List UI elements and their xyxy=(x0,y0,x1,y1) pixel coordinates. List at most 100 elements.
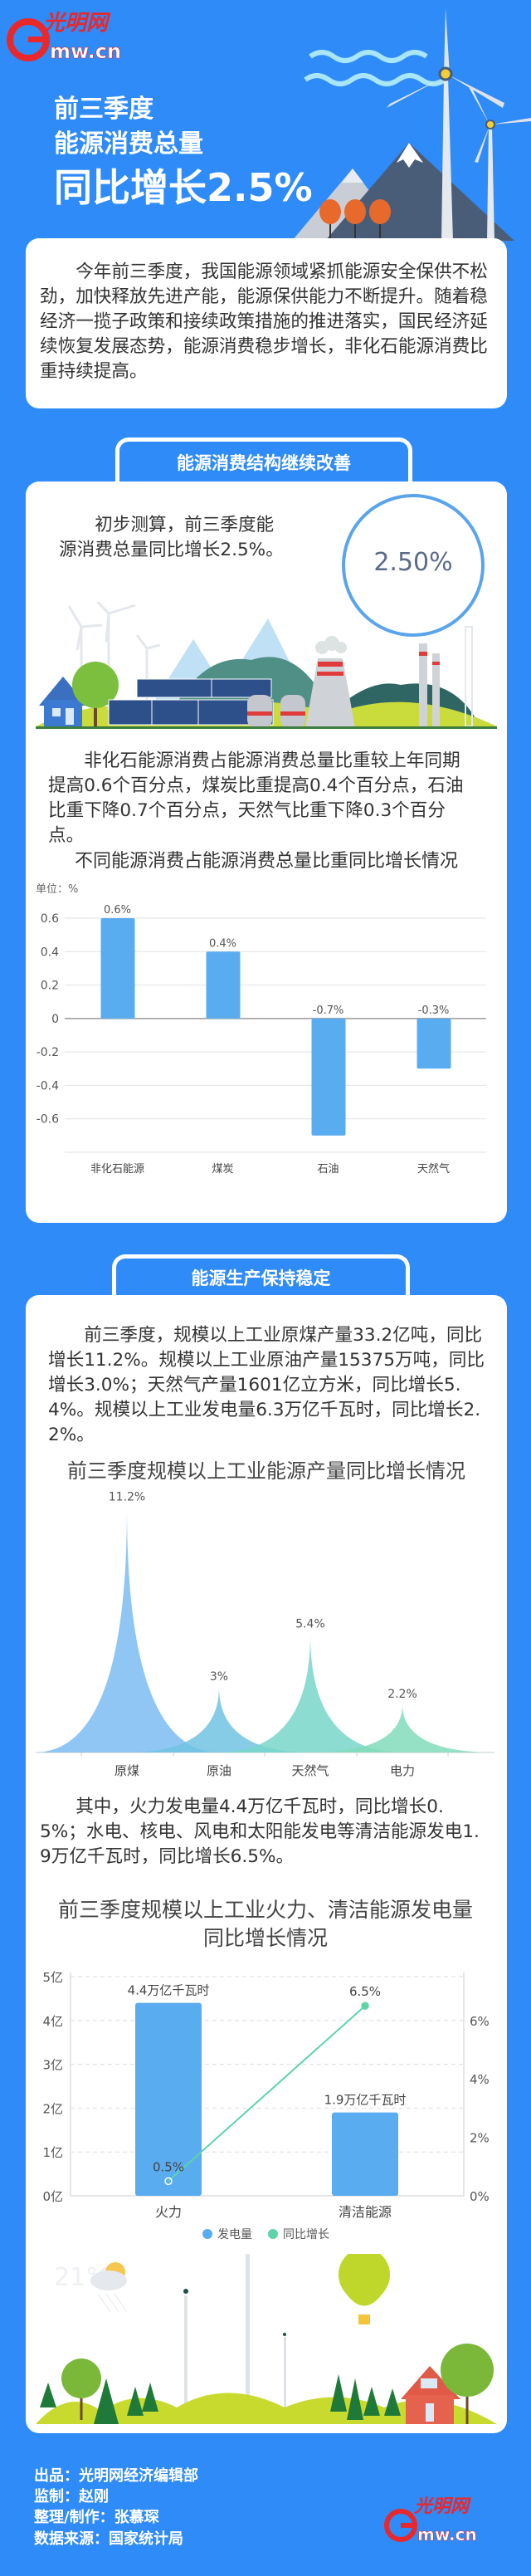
solar-panel-icon xyxy=(108,678,274,726)
x-category-label: 火力 xyxy=(155,2204,182,2220)
credit-editor: 整理/制作：张慕琛 xyxy=(34,2509,159,2526)
x-category-label: 原煤 xyxy=(114,1763,139,1778)
y-left-tick-label: 1亿 xyxy=(42,2145,63,2160)
intro-paragraph: 今年前三季度，我国能源领域紧抓能源安全保供不松劲，加快释放先进产能，能源保供能力… xyxy=(40,262,488,382)
legend-bar-swatch xyxy=(202,2229,212,2239)
bar-石油 xyxy=(311,1018,346,1136)
credit-data-source: 数据来源：国家统计局 xyxy=(34,2530,183,2548)
balloon-icon xyxy=(339,2254,390,2324)
peak-电力 xyxy=(309,1703,495,1752)
x-category-label: 非化石能源 xyxy=(90,1163,144,1176)
chart1-title: 不同能源消费占能源消费总量比重同比增长情况 xyxy=(74,851,458,872)
logo-text: 光明网 xyxy=(42,11,111,36)
house-icon xyxy=(401,2366,460,2424)
tree-icon xyxy=(319,199,391,241)
bar-data-label: 4.4万亿千瓦时 xyxy=(128,1983,210,1998)
cooling-tower-icon xyxy=(305,636,355,728)
chart2-peak-chart: 11.2% 原煤 3% 原油 5.4% 天然气 2.2% 电力 xyxy=(34,1490,495,1778)
chart2-title: 前三季度规模以上工业能源产量同比增长情况 xyxy=(67,1459,465,1483)
tree-icon xyxy=(72,662,119,728)
y-tick-label: 0.6 xyxy=(41,912,59,926)
bar-煤炭 xyxy=(206,951,241,1019)
gmw-logo-icon: 光明网 mw.cn xyxy=(384,2496,477,2544)
energy-landscape-illustration xyxy=(36,602,497,729)
credit-producer: 出品：光明网经济编辑部 xyxy=(34,2467,198,2485)
y-left-tick-label: 2亿 xyxy=(42,2101,63,2116)
x-category-label: 电力 xyxy=(390,1763,415,1778)
bar-火力 xyxy=(135,2002,202,2196)
data-label: -0.3% xyxy=(418,1004,450,1017)
section-tab-production: 能源生产保持稳定 xyxy=(112,1254,410,1298)
y-tick-label: -0.4 xyxy=(37,1079,59,1092)
y-left-tick-label: 5亿 xyxy=(42,1970,63,1985)
production-paragraph: 前三季度，规模以上工业原煤产量33.2亿吨，同比增长11.2%。规模以上工业原油… xyxy=(48,1325,485,1445)
tree-icon xyxy=(40,2374,401,2424)
legend-line-label: 同比增长 xyxy=(283,2228,329,2241)
y-left-tick-label: 3亿 xyxy=(42,2058,63,2073)
intro-card xyxy=(26,238,507,408)
x-category-label: 石油 xyxy=(317,1163,339,1176)
data-label: 3% xyxy=(210,1670,228,1684)
tree-icon xyxy=(441,2344,494,2424)
house-icon xyxy=(39,677,87,728)
highlight-circle xyxy=(342,494,485,637)
title-line-2: 能源消费总量 xyxy=(54,130,203,159)
x-category-label: 煤炭 xyxy=(212,1163,233,1176)
bar-天然气 xyxy=(417,1018,451,1069)
bottom-logo: 光明网 mw.cn xyxy=(382,2490,499,2545)
data-label: 0.4% xyxy=(209,937,236,950)
production-card xyxy=(26,1295,507,2433)
section-tab-consumption-structure: 能源消费结构继续改善 xyxy=(115,437,412,484)
data-label: 2.2% xyxy=(387,1688,417,1701)
chart1-unit-label: 单位：% xyxy=(36,883,79,896)
bar-data-label: 1.9万亿千瓦时 xyxy=(324,2093,407,2108)
credit-supervisor: 监制：赵刚 xyxy=(34,2488,109,2505)
y-tick-label: 0.2 xyxy=(41,980,59,993)
title-line-1: 前三季度 xyxy=(54,95,153,124)
wave-icon xyxy=(304,50,446,86)
line-data-label: 6.5% xyxy=(349,1984,381,1999)
title-line-3: 同比增长2.5% xyxy=(54,165,313,210)
line-data-label: 0.5% xyxy=(153,2159,184,2174)
peak-原煤 xyxy=(34,1507,220,1752)
line-point xyxy=(361,2002,369,2010)
wind-tower-icon xyxy=(183,2254,286,2424)
y-right-tick-label: 0% xyxy=(470,2189,490,2204)
consumption-detail: 非化石能源消费占能源消费总量比重较上年同期提高0.6个百分点，煤炭比重提高0.4… xyxy=(48,750,464,846)
logo-domain: mw.cn xyxy=(417,2525,477,2544)
y-left-tick-label: 0亿 xyxy=(42,2189,63,2204)
legend-line-swatch xyxy=(268,2229,278,2239)
tree-icon xyxy=(61,2358,101,2420)
wind-mountain-illustration xyxy=(292,8,531,241)
gmw-logo-icon: 光明网 mw.cn xyxy=(7,11,121,63)
logo-text: 光明网 xyxy=(413,2496,471,2517)
data-label: 11.2% xyxy=(109,1490,145,1503)
section-tab-label: 能源生产保持稳定 xyxy=(191,1268,331,1288)
countryside-illustration: 21°C xyxy=(36,2254,497,2424)
peak-天然气 xyxy=(217,1634,403,1752)
data-label: 0.6% xyxy=(104,904,131,917)
data-label: -0.7% xyxy=(313,1004,344,1017)
growth-line xyxy=(168,2005,366,2183)
consumption-summary: 初步测算，前三季度能源消费总量同比增长2.5%。 xyxy=(59,515,284,560)
storage-tank-icon xyxy=(247,695,305,728)
bar-清洁能源 xyxy=(332,2112,398,2196)
logo-domain: mw.cn xyxy=(50,40,121,61)
x-category-label: 天然气 xyxy=(417,1162,450,1176)
y-tick-label: -0.2 xyxy=(37,1046,59,1059)
windmill-icon xyxy=(387,8,531,241)
y-left-tick-label: 4亿 xyxy=(42,2014,63,2029)
power-paragraph: 其中，火力发电量4.4万亿千瓦时，同比增长0.5%；水电、核电、风电和太阳能发电… xyxy=(40,1796,480,1867)
top-logo: 光明网 mw.cn xyxy=(3,3,153,63)
legend-bar-label: 发电量 xyxy=(217,2228,252,2241)
y-right-tick-label: 2% xyxy=(470,2131,490,2146)
x-category-label: 天然气 xyxy=(291,1763,329,1778)
x-category-label: 清洁能源 xyxy=(339,2204,392,2220)
bar-非化石能源 xyxy=(100,918,135,1019)
weather-icon: 21°C xyxy=(54,2262,128,2313)
y-right-tick-label: 4% xyxy=(470,2072,490,2087)
chart1-bar-chart: 0.6 0.4 0.2 0 -0.2 -0.4 -0.6 0.6% 非化石能源 0.4% 煤炭 -0.… xyxy=(37,904,486,1176)
peak-原油 xyxy=(126,1686,312,1752)
y-tick-label: 0 xyxy=(51,1013,59,1026)
